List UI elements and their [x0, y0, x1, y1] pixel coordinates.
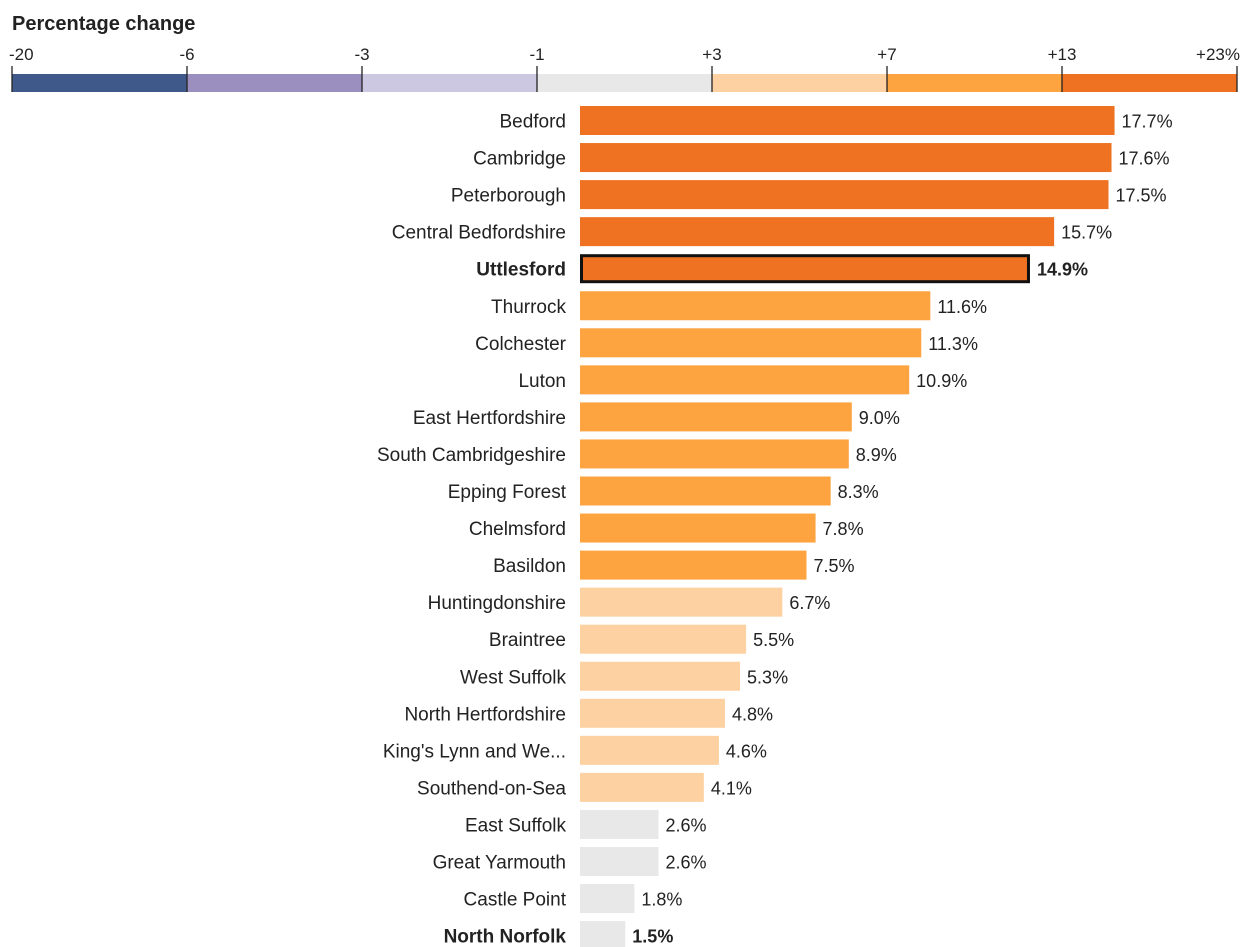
legend-swatch-6: [887, 74, 1063, 92]
category-label-luton: Luton: [518, 371, 566, 392]
legend-tick-label: +13: [1048, 45, 1077, 64]
bar-central-bedfordshire[interactable]: [580, 217, 1055, 247]
bar-colchester[interactable]: [580, 328, 922, 358]
category-label-basildon: Basildon: [493, 556, 566, 577]
legend-tick-label: -20: [9, 45, 34, 64]
bar-uttlesford[interactable]: [580, 254, 1030, 284]
category-label-colchester: Colchester: [475, 334, 566, 355]
value-label-basildon: 7.5%: [814, 556, 855, 576]
value-label-peterborough: 17.5%: [1116, 186, 1167, 206]
color-legend: Percentage change -20 -6 -3 -1 +3 +7 +13 +23%: [9, 13, 1240, 92]
bars-group: [580, 106, 1115, 947]
value-label-huntingdonshire: 6.7%: [789, 593, 830, 613]
category-label-huntingdonshire: Huntingdonshire: [428, 593, 566, 614]
bar-luton[interactable]: [580, 365, 910, 395]
bar-southend-on-sea[interactable]: [580, 772, 704, 802]
value-label-north-norfolk: 1.5%: [632, 927, 673, 947]
bar-bedford[interactable]: [580, 106, 1115, 135]
bar-chelmsford[interactable]: [580, 513, 816, 543]
value-label-north-hertfordshire: 4.8%: [732, 704, 773, 724]
category-label-chelmsford: Chelmsford: [469, 519, 566, 540]
category-label-cambridge: Cambridge: [473, 149, 566, 170]
bar-epping-forest[interactable]: [580, 476, 831, 506]
value-label-bedford: 17.7%: [1122, 112, 1173, 132]
legend-swatch-1: [12, 74, 188, 92]
value-label-luton: 10.9%: [916, 371, 967, 391]
legend-swatch-2: [187, 74, 363, 92]
legend-tick-label: +7: [877, 45, 896, 64]
category-label-east-suffolk: East Suffolk: [465, 815, 567, 836]
value-label-east-suffolk: 2.6%: [666, 815, 707, 835]
legend-tick-label: +3: [702, 45, 721, 64]
bar-north-hertfordshire[interactable]: [580, 698, 725, 728]
value-label-south-cambridgeshire: 8.9%: [856, 445, 897, 465]
bar-peterborough[interactable]: [580, 180, 1109, 210]
value-label-epping-forest: 8.3%: [838, 482, 879, 502]
legend-swatch-3: [362, 74, 538, 92]
category-label-north-norfolk: North Norfolk: [444, 927, 567, 947]
bar-thurrock[interactable]: [580, 291, 931, 321]
bar-king-s-lynn-and-we[interactable]: [580, 735, 719, 765]
category-label-north-hertfordshire: North Hertfordshire: [404, 704, 566, 725]
value-label-king-s-lynn-and-we: 4.6%: [726, 741, 767, 761]
value-label-colchester: 11.3%: [928, 334, 978, 354]
category-label-bedford: Bedford: [499, 112, 566, 133]
value-label-cambridge: 17.6%: [1119, 149, 1170, 169]
value-label-west-suffolk: 5.3%: [747, 667, 788, 687]
value-label-thurrock: 11.6%: [937, 297, 987, 317]
legend-tick-label: -6: [179, 45, 194, 64]
value-label-braintree: 5.5%: [753, 630, 794, 650]
category-label-king-s-lynn-and-we: King's Lynn and We...: [383, 741, 566, 762]
category-label-east-hertfordshire: East Hertfordshire: [413, 408, 566, 429]
category-label-peterborough: Peterborough: [451, 186, 566, 207]
value-label-castle-point: 1.8%: [641, 890, 682, 910]
category-label-west-suffolk: West Suffolk: [460, 667, 566, 688]
category-label-braintree: Braintree: [489, 630, 566, 651]
bar-cambridge[interactable]: [580, 143, 1112, 173]
legend-swatch-5: [712, 74, 888, 92]
bar-north-norfolk[interactable]: [580, 921, 626, 947]
category-labels: Bedford Cambridge Peterborough Central Bedf…: [377, 112, 567, 947]
legend-swatch-4: [537, 74, 713, 92]
category-label-central-bedfordshire: Central Bedfordshire: [392, 223, 566, 244]
category-label-uttlesford: Uttlesford: [476, 260, 566, 281]
category-label-great-yarmouth: Great Yarmouth: [433, 853, 566, 874]
bar-basildon[interactable]: [580, 550, 807, 580]
value-label-central-bedfordshire: 15.7%: [1061, 223, 1112, 243]
value-label-chelmsford: 7.8%: [823, 519, 864, 539]
bar-braintree[interactable]: [580, 624, 747, 654]
category-label-castle-point: Castle Point: [464, 890, 567, 911]
value-label-great-yarmouth: 2.6%: [666, 853, 707, 873]
category-label-thurrock: Thurrock: [491, 297, 566, 318]
category-label-south-cambridgeshire: South Cambridgeshire: [377, 445, 566, 466]
legend-title: Percentage change: [12, 13, 195, 35]
legend-tick-label: -3: [354, 45, 369, 64]
category-label-epping-forest: Epping Forest: [448, 482, 567, 503]
bar-huntingdonshire[interactable]: [580, 587, 783, 617]
value-label-east-hertfordshire: 9.0%: [859, 408, 900, 428]
value-labels: 17.7% 17.6% 17.5%15.7% 14.9% 11.6% 11.3% 10.9%…: [632, 112, 1172, 947]
bar-great-yarmouth[interactable]: [580, 847, 659, 876]
value-label-uttlesford: 14.9%: [1037, 260, 1088, 280]
bar-castle-point[interactable]: [580, 884, 635, 914]
bar-south-cambridgeshire[interactable]: [580, 439, 849, 469]
legend-tick-label: +23%: [1196, 45, 1240, 64]
value-label-southend-on-sea: 4.1%: [711, 778, 752, 798]
legend-swatch-7: [1062, 74, 1238, 92]
category-label-southend-on-sea: Southend-on-Sea: [417, 778, 566, 799]
bar-east-hertfordshire[interactable]: [580, 402, 852, 432]
bar-east-suffolk[interactable]: [580, 809, 659, 839]
legend-tick-label: -1: [529, 45, 544, 64]
bar-west-suffolk[interactable]: [580, 661, 741, 691]
